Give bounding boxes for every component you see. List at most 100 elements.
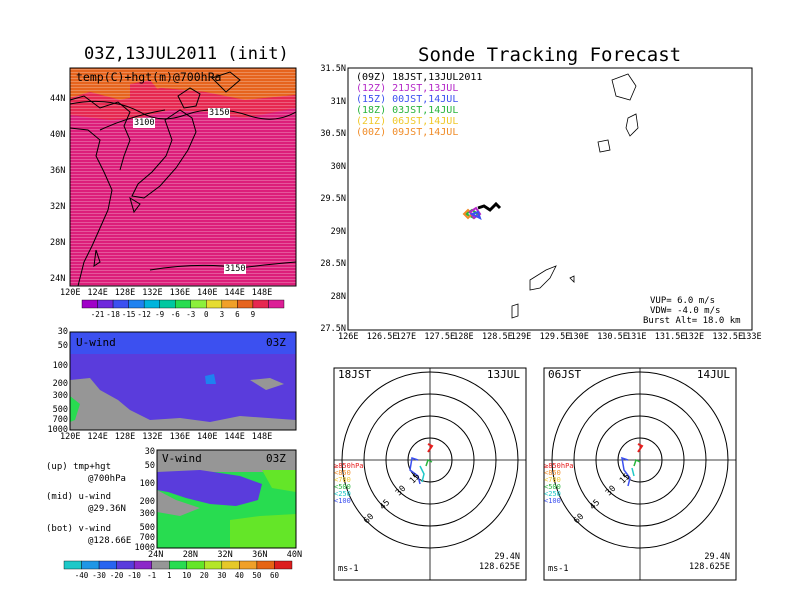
colorbar-label: -1 bbox=[147, 571, 156, 580]
lon-tick-label: 128E bbox=[114, 288, 136, 298]
legend-entry: (12Z) 21JST,13JUL bbox=[356, 83, 482, 94]
colorbar-label: -6 bbox=[171, 310, 181, 319]
note-bot: (bot) v-wind bbox=[46, 524, 112, 534]
legend-code: (12Z) bbox=[356, 83, 393, 94]
colorbar-swatch bbox=[204, 560, 223, 570]
lon-tick-label: 132E bbox=[142, 432, 163, 442]
colorbar-label: -12 bbox=[137, 310, 151, 319]
pressure-tick-label: 50 bbox=[144, 461, 155, 471]
vwind-section bbox=[156, 449, 297, 549]
legend-label: 00JST,14JUL bbox=[392, 94, 459, 105]
lat-tick-label: 28N bbox=[50, 238, 66, 248]
pressure-level-label: <100 bbox=[334, 497, 351, 505]
lat-tick-label: 24N bbox=[50, 274, 66, 284]
lon-tick-label: 132E bbox=[683, 332, 705, 342]
colorbar-label: -20 bbox=[110, 571, 124, 580]
lat-tick-label: 31.5N bbox=[320, 64, 346, 74]
pressure-tick-label: 200 bbox=[52, 379, 68, 389]
ring-label: 60 bbox=[571, 511, 587, 527]
ring-label: 45 bbox=[587, 497, 603, 513]
colorbar-swatch bbox=[143, 299, 160, 309]
lon-tick-label: 131E bbox=[626, 332, 647, 342]
lon-tick-label: 133E bbox=[741, 332, 762, 342]
lon-tick-label: 144E bbox=[224, 432, 245, 442]
colorbar-label: 0 bbox=[204, 310, 209, 319]
hodograph-date: 14JUL bbox=[696, 368, 730, 381]
hodograph-time: 18JST bbox=[338, 368, 372, 381]
note-bot-sub: @128.66E bbox=[88, 536, 132, 546]
lon-tick-label: 140E bbox=[197, 432, 218, 442]
colorbar-swatch bbox=[252, 299, 269, 309]
pressure-tick-label: 30 bbox=[144, 447, 155, 457]
colorbar-swatch bbox=[274, 560, 293, 570]
ring-label: 30 bbox=[393, 483, 409, 499]
lon-tick-label: 124E bbox=[87, 432, 108, 442]
lat-tick-label: 30.5N bbox=[320, 129, 346, 139]
lon-tick-label: 148E bbox=[251, 432, 273, 442]
hodograph-lon: 128.625E bbox=[479, 562, 520, 572]
colorbar-label: 30 bbox=[217, 571, 227, 580]
lon-tick-label: 140E bbox=[197, 288, 218, 298]
lat-tick-label: 40N bbox=[286, 550, 303, 560]
lon-tick-label: 126E bbox=[338, 332, 359, 342]
colorbar-label: -21 bbox=[91, 310, 105, 319]
colorbar-swatch bbox=[133, 560, 152, 570]
lat-tick-label: 31N bbox=[330, 96, 346, 107]
colorbar-label: 10 bbox=[182, 571, 192, 580]
note-up: (up) tmp+hgt bbox=[46, 462, 112, 472]
pressure-level-label: <250 bbox=[334, 490, 351, 498]
lat-tick-label: 29.5N bbox=[320, 194, 346, 204]
lon-tick-label: 132E bbox=[142, 288, 163, 298]
legend-label: 06JST,14JUL bbox=[392, 116, 459, 127]
lon-tick-label: 128E bbox=[453, 332, 474, 342]
colorbar-swatch bbox=[97, 299, 114, 309]
lon-tick-label: 127E bbox=[395, 332, 417, 342]
colorbar-swatch bbox=[128, 299, 145, 309]
lat-tick-label: 44N bbox=[50, 94, 66, 104]
lon-tick-label: 130.5E bbox=[597, 332, 628, 342]
lon-tick-label: 129.5E bbox=[539, 332, 571, 342]
hodograph-lat: 29.4N bbox=[704, 552, 730, 562]
colorbar-label: 9 bbox=[251, 310, 256, 319]
colorbar-label: -15 bbox=[122, 310, 136, 319]
colorbar-label: -3 bbox=[186, 310, 195, 319]
burst-alt-text: Burst Alt= 18.0 km bbox=[643, 316, 741, 326]
vwind-label: V-wind bbox=[162, 452, 202, 465]
legend-code: (15Z) bbox=[356, 94, 393, 105]
pressure-tick-label: 100 bbox=[52, 361, 68, 371]
pressure-tick-label: 200 bbox=[139, 497, 155, 507]
left-panel-title: 03Z,13JUL2011 (init) bbox=[84, 44, 289, 64]
lon-tick-label: 136E bbox=[169, 288, 191, 298]
pressure-level-label: <850 bbox=[544, 469, 561, 477]
pressure-tick-label: 700 bbox=[139, 533, 155, 543]
legend-entry: (09Z) 18JST,13JUL2011 bbox=[356, 72, 482, 83]
lat-tick-label: 28N bbox=[182, 550, 199, 560]
colorbar-swatch bbox=[169, 560, 187, 570]
legend-label: 18JST,13JUL2011 bbox=[392, 72, 483, 83]
colorbar-label: -40 bbox=[75, 571, 89, 580]
pressure-tick-label: 300 bbox=[139, 509, 155, 519]
lat-tick-label: 24N bbox=[148, 550, 164, 560]
vup-text: VUP= 6.0 m/s bbox=[650, 296, 716, 306]
colorbar-swatch bbox=[159, 299, 176, 309]
uwind-section bbox=[69, 331, 297, 431]
uwind-label: U-wind bbox=[76, 336, 116, 349]
temperature-map bbox=[69, 67, 297, 287]
lon-tick-label: 144E bbox=[224, 288, 245, 298]
colorbar-swatch bbox=[186, 560, 205, 570]
lat-tick-label: 27.5N bbox=[320, 324, 346, 334]
ring-label: 15 bbox=[617, 471, 633, 487]
lon-tick-label: 129E bbox=[510, 332, 532, 342]
track-map bbox=[347, 67, 753, 331]
hodograph-left-labels: 18JST 13JUL 29.4N 128.625E ms-1 15 30 45 60 ≥850h… bbox=[334, 368, 526, 580]
colorbar-swatch bbox=[63, 560, 82, 570]
legend-label: 03JST,14JUL bbox=[392, 105, 459, 116]
colorbar-swatch bbox=[237, 299, 254, 309]
colorbar-label: -9 bbox=[155, 310, 164, 319]
legend-code: (18Z) bbox=[356, 105, 393, 116]
lon-tick-label: 130E bbox=[568, 332, 589, 342]
colorbar-label: 20 bbox=[200, 571, 210, 580]
hodograph-right bbox=[543, 367, 737, 581]
legend-label: 09JST,14JUL bbox=[392, 127, 459, 138]
